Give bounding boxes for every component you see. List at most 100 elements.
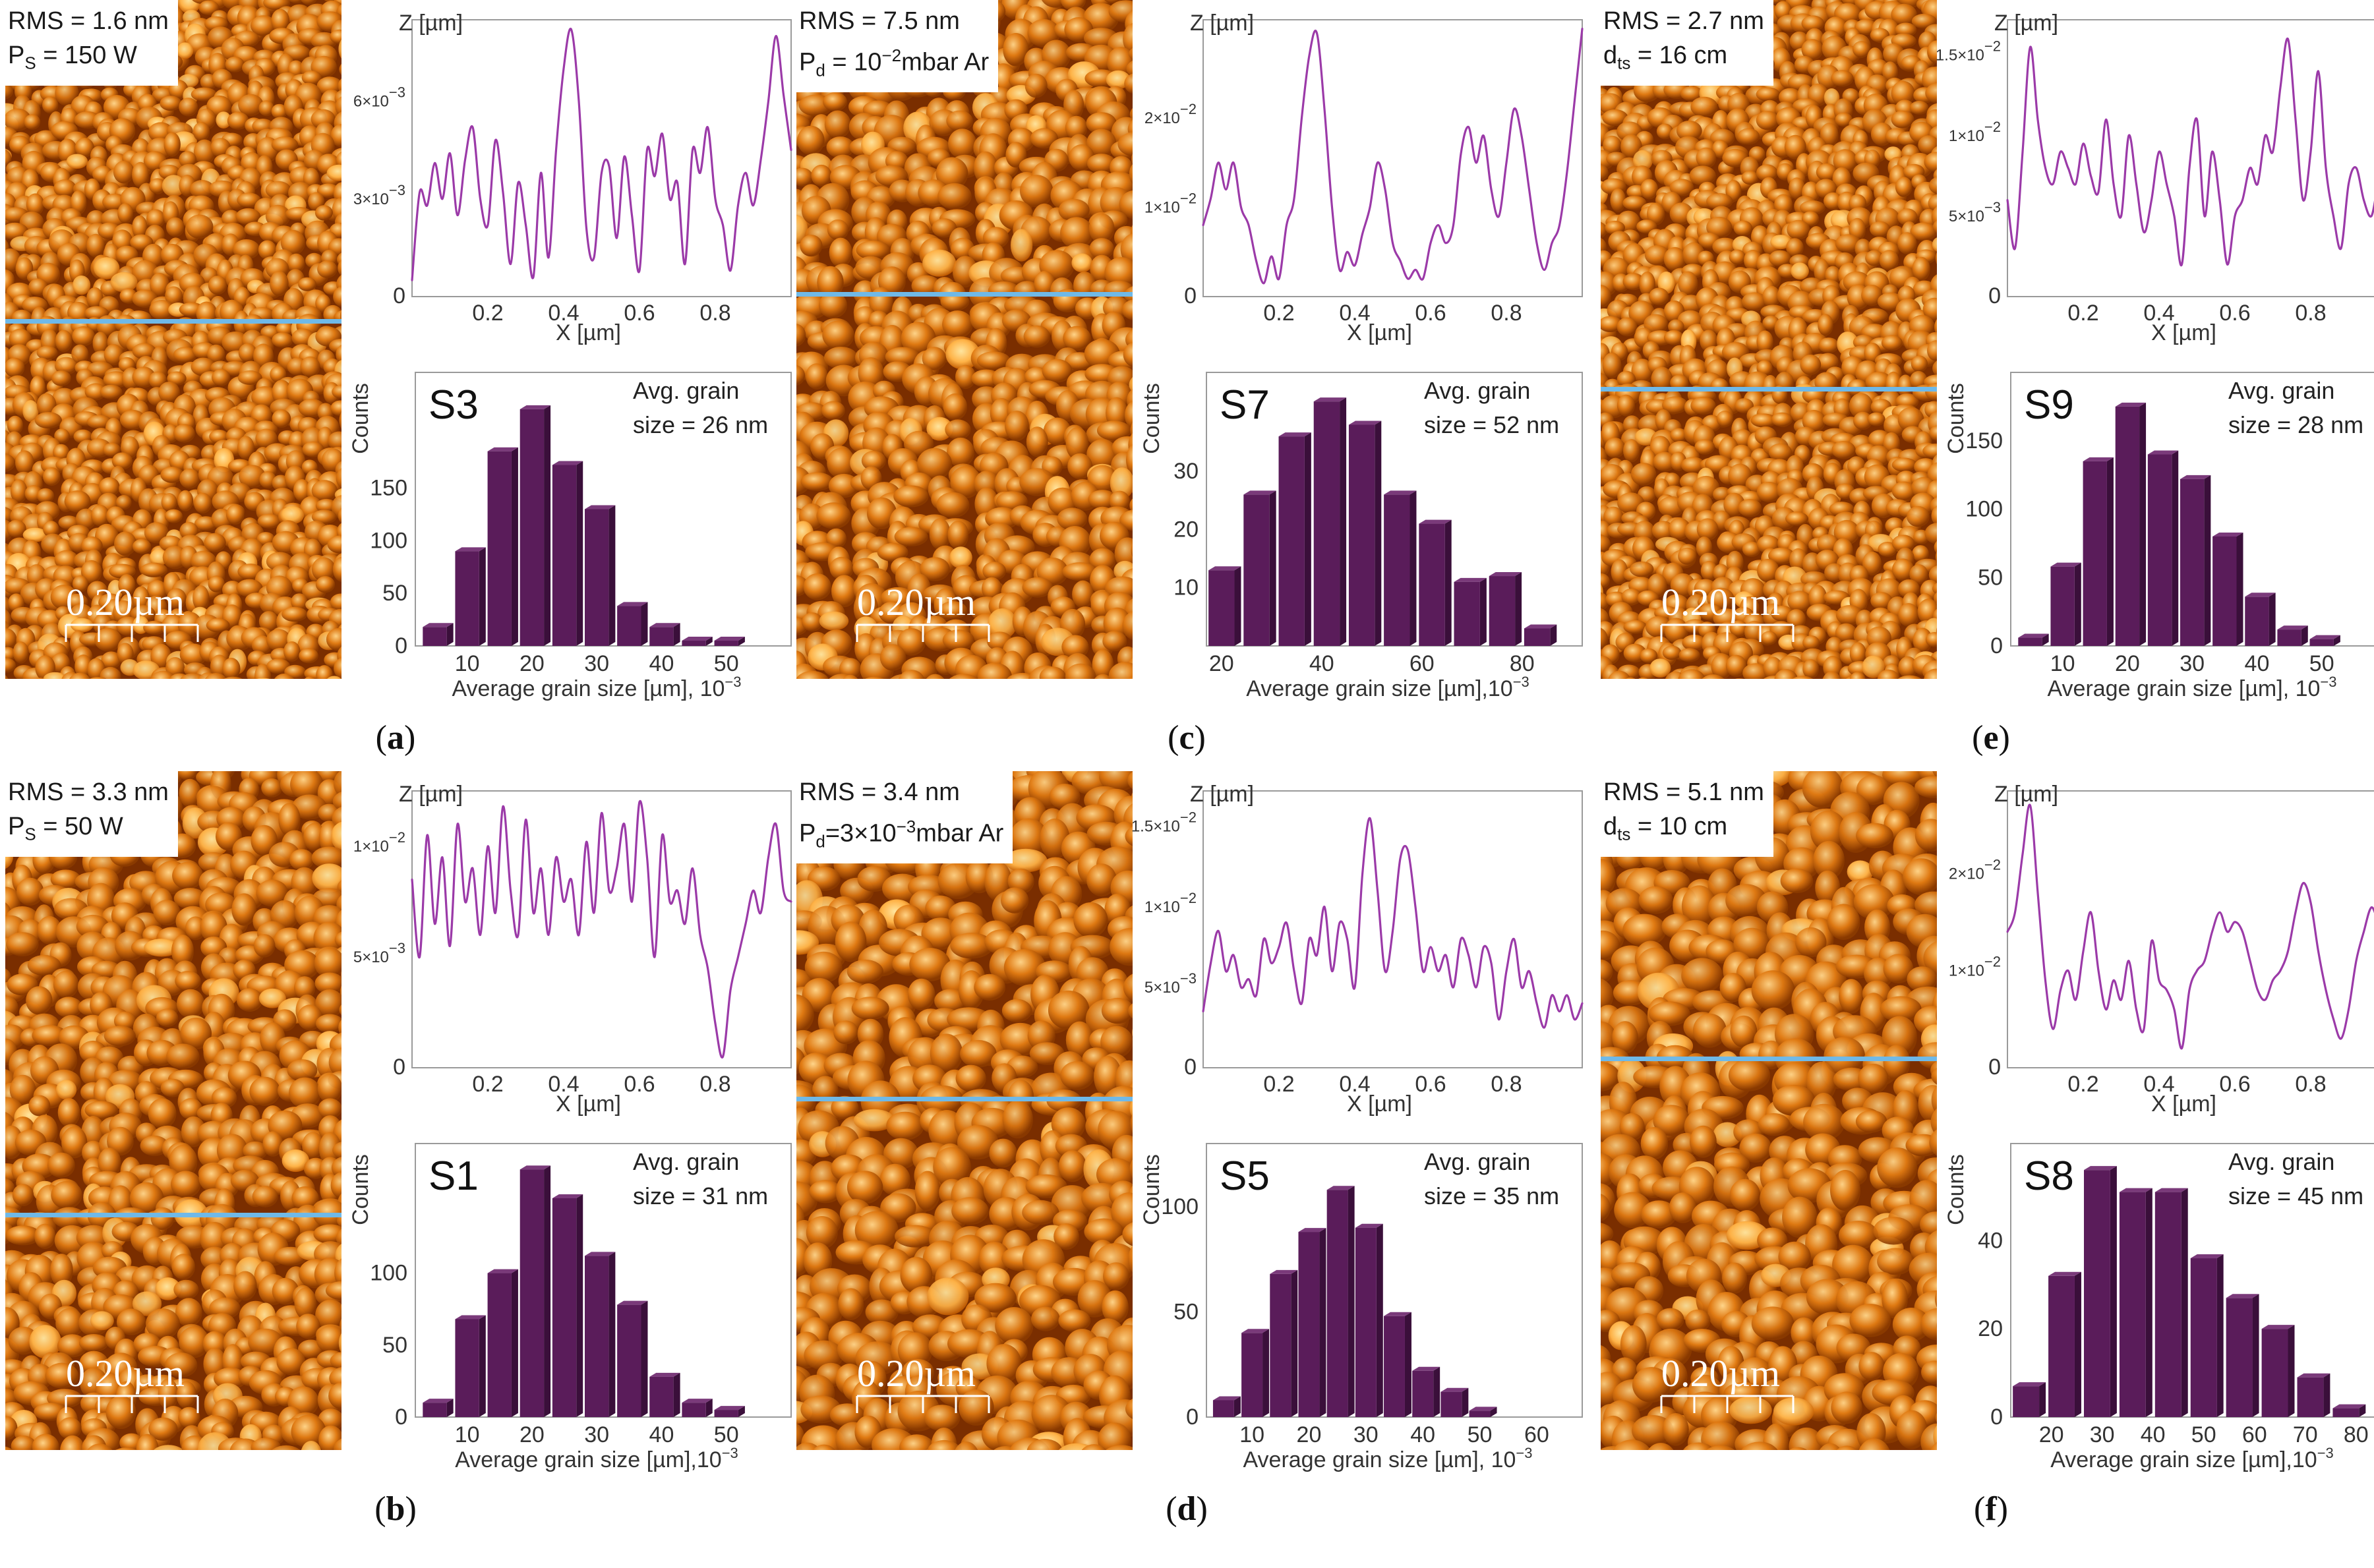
- histogram-y-tick: 0: [1186, 1405, 1199, 1430]
- histogram-bar-top: [1412, 1366, 1440, 1371]
- rms-value: RMS = 3.3 nm: [8, 778, 169, 806]
- profile-point: [2060, 150, 2062, 153]
- profile-point: [570, 878, 572, 881]
- histogram-bar-top: [649, 623, 680, 627]
- profile-point: [2234, 921, 2236, 923]
- profile-point: [1535, 1002, 1538, 1004]
- histogram-bar-top: [2277, 625, 2308, 630]
- profile-point: [1392, 242, 1394, 245]
- histogram-bar-side: [738, 637, 745, 646]
- profile-frame: [2007, 790, 2374, 1068]
- profile-y-tick: 0: [1988, 1055, 2001, 1080]
- histogram-x-tick: 60: [1410, 651, 1435, 676]
- histogram-bar-side: [2216, 1254, 2224, 1417]
- profile-y-tick: 0: [1988, 283, 2001, 308]
- profile-x-title: X [µm]: [1347, 320, 1412, 345]
- profile-point: [540, 171, 542, 174]
- profile-point: [449, 944, 451, 947]
- histogram-bar-side: [1375, 421, 1382, 646]
- avg-grain-value: size = 35 nm: [1424, 1182, 1559, 1209]
- histogram-bar-top: [2190, 1254, 2224, 1259]
- profile-point: [585, 840, 587, 843]
- profile-point: [1429, 946, 1432, 948]
- profile-point: [1429, 242, 1432, 245]
- profile-point: [2249, 960, 2251, 962]
- histogram-bar-top: [1489, 572, 1522, 577]
- profile-chart: Z [µm] 0 3×10−3 6×10−3 0.2 0.4 0.6 0.8 X [µm]: [353, 11, 792, 345]
- histogram-bar: [2190, 1258, 2217, 1417]
- histogram-y-tick: 100: [370, 528, 407, 553]
- profile-point: [1346, 250, 1348, 253]
- profile-point: [2120, 999, 2122, 1001]
- profile-x-tick: 0.6: [2219, 1072, 2250, 1097]
- param-subscript: S: [24, 824, 36, 844]
- profile-point: [2143, 231, 2145, 233]
- histogram-y-title: Counts: [1139, 1154, 1164, 1225]
- profile-point: [471, 867, 474, 870]
- histogram-bar-side: [2172, 450, 2179, 646]
- scan-line: [796, 291, 1133, 297]
- param-subscript: ts: [1617, 824, 1631, 844]
- histogram-bar-top: [1440, 1387, 1469, 1392]
- rms-value: RMS = 3.4 nm: [799, 778, 960, 806]
- histogram-x-title: Average grain size [µm], 10−3: [1243, 1445, 1532, 1472]
- histogram-bar-side: [1444, 519, 1452, 646]
- profile-point: [2317, 70, 2319, 73]
- profile-x-title: X [µm]: [2151, 1091, 2216, 1117]
- profile-frame: [1202, 19, 1583, 297]
- profile-point: [638, 801, 641, 803]
- histogram-bar: [1454, 581, 1480, 646]
- profile-point: [578, 933, 580, 936]
- profile-point: [2158, 979, 2160, 981]
- panel-caption-letter: d: [1177, 1490, 1197, 1528]
- histogram-y-tick: 100: [1965, 497, 2003, 522]
- histogram-x-tick: 70: [2293, 1422, 2318, 1447]
- profile-point: [1293, 970, 1295, 972]
- histogram-x-title: Average grain size [µm], 10−3: [2047, 674, 2336, 701]
- histogram-bar-top: [682, 637, 713, 641]
- profile-point: [2060, 989, 2062, 991]
- histogram-bar: [487, 451, 512, 646]
- profile-point: [2226, 263, 2228, 266]
- profile-x-tick: 0.4: [548, 301, 579, 326]
- profile-point: [737, 204, 739, 207]
- profile-point: [2348, 183, 2350, 185]
- histogram-bar-side: [511, 1269, 518, 1417]
- histogram-x-tick: 10: [1239, 1422, 1264, 1447]
- param-symbol: d: [1603, 42, 1618, 69]
- profile-point: [426, 834, 429, 836]
- profile-line-series: [411, 28, 792, 281]
- histogram-bar-top: [682, 1399, 713, 1403]
- profile-point: [1202, 224, 1204, 227]
- histogram-bar: [1241, 1333, 1263, 1417]
- profile-point: [479, 198, 481, 200]
- profile-point: [2135, 1008, 2137, 1011]
- profile-point: [570, 28, 572, 31]
- panel-caption: (e): [1972, 719, 2010, 757]
- histogram-bar-top: [1243, 490, 1276, 495]
- histogram-bar-side: [479, 1315, 486, 1417]
- histogram-x-tick: 60: [1524, 1422, 1549, 1447]
- histogram-bar-side: [1234, 566, 1241, 646]
- histogram-bar: [1489, 576, 1516, 646]
- histogram-bar: [2261, 1329, 2288, 1417]
- histogram-bar: [2115, 406, 2140, 646]
- histogram-y-title: Counts: [348, 383, 373, 454]
- histogram-bar: [423, 1403, 447, 1417]
- profile-point: [1217, 929, 1220, 932]
- profile-point: [1210, 197, 1212, 200]
- profile-point: [707, 967, 709, 970]
- profile-point: [783, 94, 785, 96]
- profile-point: [752, 204, 754, 207]
- profile-point: [1475, 161, 1477, 164]
- histogram-bar: [584, 509, 609, 646]
- scale-bar: 0.20µm: [59, 580, 244, 659]
- profile-point: [1407, 277, 1409, 280]
- afm-info-box: RMS = 5.1 nm dts = 10 cm: [1601, 771, 1773, 857]
- histogram-bar-top: [519, 1165, 551, 1170]
- profile-point: [1528, 970, 1530, 972]
- profile-point: [767, 856, 769, 859]
- profile-point: [767, 100, 769, 102]
